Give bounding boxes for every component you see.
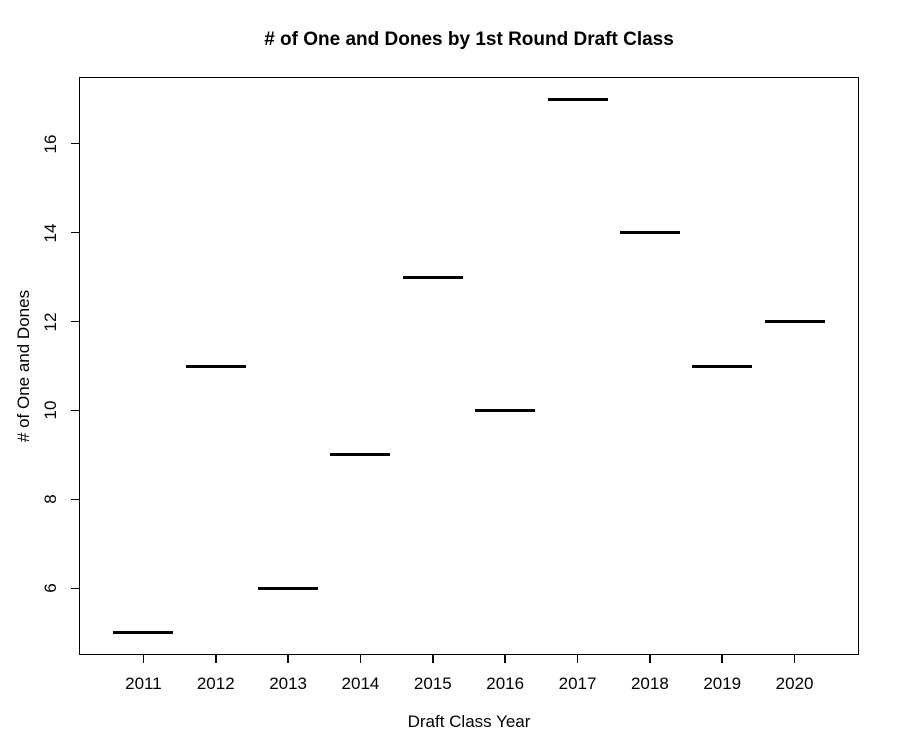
x-axis-tick-label: 2015	[413, 674, 452, 693]
y-axis-tick-label: 10	[41, 400, 60, 420]
data-segment	[764, 320, 825, 324]
x-axis-tick	[359, 655, 362, 663]
x-axis-tick-label: 2011	[125, 674, 162, 693]
x-axis-tick	[793, 655, 796, 663]
y-axis-tick	[71, 142, 79, 145]
data-segment	[258, 586, 319, 590]
data-segment	[185, 364, 246, 368]
data-segment	[547, 97, 608, 101]
x-axis-tick-label: 2013	[269, 674, 308, 693]
x-axis-tick-label: 2020	[775, 674, 814, 693]
y-axis-tick	[71, 587, 79, 590]
x-axis-tick-label: 2012	[196, 674, 235, 693]
y-axis-label: # of One and Dones	[14, 289, 33, 443]
x-axis-tick-label: 2014	[341, 674, 380, 693]
x-axis-tick-label: 2019	[703, 674, 742, 693]
x-axis-tick-label: 2018	[630, 674, 669, 693]
data-segment	[113, 631, 174, 635]
y-axis-tick-label: 12	[41, 312, 60, 331]
x-axis-tick	[721, 655, 723, 663]
data-segment	[475, 408, 536, 412]
y-axis-tick-label: 8	[41, 494, 60, 505]
chart-title: # of One and Dones by 1st Round Draft Cl…	[264, 29, 674, 50]
x-axis-tick	[504, 655, 506, 663]
data-segment	[330, 453, 391, 457]
y-axis-tick	[71, 231, 79, 234]
data-segment	[619, 231, 680, 235]
x-axis-tick	[215, 655, 217, 663]
y-axis-tick-label: 6	[41, 583, 60, 594]
y-axis-tick-label: 16	[41, 134, 60, 154]
data-segment	[692, 364, 753, 368]
x-axis-tick	[142, 655, 145, 663]
x-axis-label: Draft Class Year	[407, 712, 531, 731]
x-axis-tick	[576, 655, 579, 663]
x-axis-tick-label: 2017	[558, 674, 597, 693]
x-axis-tick	[287, 655, 289, 663]
y-axis-tick	[71, 320, 79, 323]
y-axis-tick	[71, 409, 79, 412]
data-segment	[402, 275, 463, 279]
x-axis-tick-label: 2016	[486, 674, 525, 693]
y-axis-tick	[71, 498, 79, 501]
x-axis-tick	[649, 655, 651, 663]
x-axis-tick	[432, 655, 434, 663]
y-axis-tick-label: 14	[41, 223, 60, 243]
